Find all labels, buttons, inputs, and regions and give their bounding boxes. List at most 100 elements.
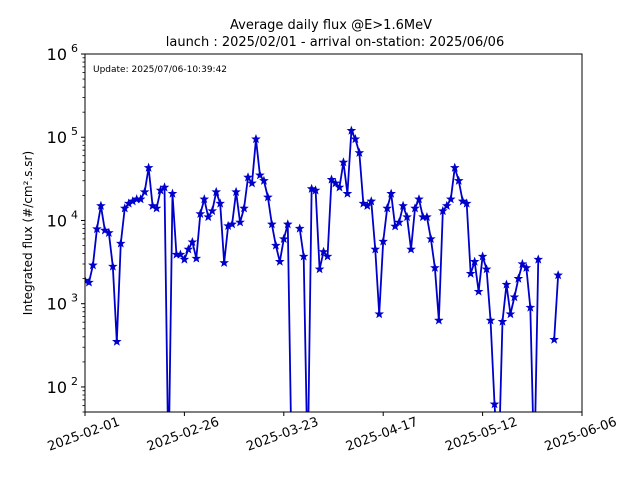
data-point: [135, 194, 146, 204]
data-point: [509, 292, 520, 302]
data-point: [465, 268, 476, 278]
data-point: [430, 262, 440, 272]
y-axis-label: Integrated flux (#/cm².s.sr): [21, 151, 35, 315]
data-point: [461, 198, 472, 208]
y-tick-exponent: 5: [71, 125, 78, 138]
y-tick-exponent: 2: [71, 375, 78, 388]
data-point: [501, 279, 512, 289]
data-point: [445, 194, 456, 204]
data-point: [346, 125, 357, 135]
data-point: [485, 315, 496, 325]
data-point: [143, 162, 154, 172]
data-point: [553, 270, 563, 280]
data-point: [267, 219, 277, 229]
y-tick-label: 10: [47, 128, 67, 147]
data-point: [199, 194, 210, 204]
data-point: [442, 200, 452, 210]
x-tick-label: 2025-03-23: [245, 415, 321, 455]
y-tick-label: 10: [47, 211, 67, 230]
y-tick-exponent: 4: [71, 208, 78, 221]
data-point: [489, 399, 500, 409]
data-point: [473, 286, 484, 296]
data-point: [259, 175, 269, 185]
data-point: [167, 188, 178, 198]
data-point: [350, 134, 361, 144]
data-point: [398, 200, 408, 210]
chart-subtitle: launch : 2025/02/01 - arrival on-station…: [166, 35, 504, 50]
x-tick-label: 2025-02-01: [46, 415, 122, 455]
data-point: [231, 186, 241, 197]
data-point: [115, 238, 126, 248]
data-point: [457, 196, 468, 206]
y-tick-exponent: 3: [71, 292, 78, 305]
data-point: [338, 157, 349, 167]
data-point: [306, 183, 317, 193]
plot-frame: [84, 53, 583, 413]
data-point: [481, 264, 492, 274]
data-point: [147, 200, 158, 210]
x-tick-label: 2025-06-06: [543, 415, 619, 455]
y-tick-label: 10: [47, 295, 67, 314]
data-point: [314, 264, 325, 274]
data-point: [203, 211, 214, 222]
data-point: [294, 223, 305, 233]
data-point: [151, 203, 162, 213]
data-point: [386, 188, 396, 198]
data-point: [525, 302, 536, 312]
data-point: [211, 186, 222, 197]
data-point: [374, 309, 385, 319]
data-point: [533, 254, 544, 264]
data-point: [271, 240, 281, 250]
data-point: [104, 227, 114, 237]
data-point: [227, 219, 237, 229]
data-point: [549, 334, 559, 344]
data-point: [322, 251, 333, 261]
data-point: [358, 198, 369, 208]
data-point: [342, 188, 353, 198]
data-point: [517, 258, 528, 269]
data-point: [108, 261, 118, 271]
x-tick-label: 2025-02-26: [145, 415, 221, 455]
data-point: [282, 219, 293, 229]
chart-title: Average daily flux @E>1.6MeV: [230, 18, 432, 33]
data-point: [402, 211, 412, 222]
data-point: [334, 182, 345, 192]
x-tick-label: 2025-05-12: [443, 415, 519, 455]
data-point: [310, 185, 321, 195]
data-point: [366, 196, 377, 206]
data-point: [394, 217, 404, 227]
data-point: [191, 253, 202, 263]
data-point: [497, 316, 508, 326]
data-point: [255, 170, 265, 180]
data-point: [434, 315, 444, 325]
data-point: [362, 200, 373, 210]
data-point: [207, 205, 218, 216]
x-tick-label: 2025-04-17: [344, 415, 420, 455]
data-point: [330, 178, 341, 188]
data-point: [438, 205, 448, 216]
data-point: [183, 244, 194, 254]
x-axis: 2025-02-01 2025-02-26 2025-03-23 2025-04-17…: [46, 412, 619, 455]
data-point: [521, 262, 532, 272]
data-point: [278, 233, 289, 244]
data-point: [88, 260, 98, 270]
data-point: [326, 174, 337, 184]
data-point: [159, 182, 170, 192]
y-tick-exponent: 6: [71, 42, 78, 55]
data-point: [92, 223, 102, 234]
data-point: [195, 208, 206, 218]
data-point: [406, 244, 416, 254]
data-point: [513, 273, 524, 283]
data-point: [410, 203, 420, 213]
data-point: [382, 203, 392, 213]
data-point: [187, 237, 198, 247]
data-point: [119, 203, 130, 213]
y-axis: 10 2 10 3 10 4 10 5 10 6: [47, 42, 85, 413]
series-line: [553, 275, 560, 340]
data-point: [139, 186, 150, 197]
data-point: [477, 251, 488, 261]
data-point: [318, 246, 329, 256]
data-point: [449, 162, 460, 172]
data-point: [469, 256, 480, 266]
